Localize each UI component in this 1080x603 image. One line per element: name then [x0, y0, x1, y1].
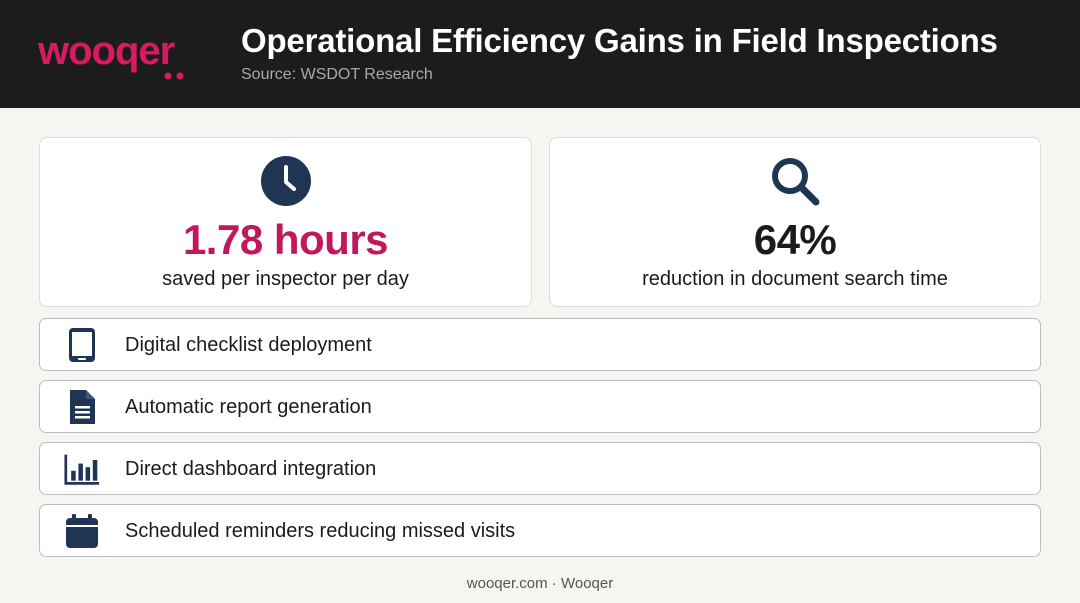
stat-value-hours: 1.78 hours	[182, 216, 389, 263]
tablet-icon	[69, 328, 95, 362]
bar-chart-icon	[64, 454, 100, 485]
header-bar: wooqer Operational Efficiency Gains in F…	[0, 0, 1080, 108]
wooqer-logo: wooqer	[38, 29, 184, 80]
feature-row-checklist: Digital checklist deployment	[39, 318, 1041, 371]
stat-card-search-reduction: 64% reduction in document search time	[549, 137, 1041, 307]
feature-label: Scheduled reminders reducing missed visi…	[125, 520, 516, 542]
feature-row-reminders: Scheduled reminders reducing missed visi…	[39, 504, 1041, 557]
magnifier-icon	[772, 158, 820, 206]
feature-row-report: Automatic report generation	[39, 380, 1041, 433]
document-icon	[70, 390, 95, 424]
feature-row-dashboard: Direct dashboard integration	[39, 442, 1041, 495]
logo-wordmark: wooqer	[38, 29, 175, 73]
page-title: Operational Efficiency Gains in Field In…	[241, 22, 998, 59]
stat-label-percent: reduction in document search time	[642, 268, 948, 290]
feature-label: Direct dashboard integration	[125, 458, 377, 480]
feature-label: Digital checklist deployment	[125, 334, 372, 356]
footer-credit: wooqer.com · Wooqer	[466, 575, 614, 592]
clock-icon	[260, 156, 311, 206]
calendar-icon	[66, 514, 98, 548]
stat-label-hours: saved per inspector per day	[162, 268, 409, 290]
page-subtitle: Source: WSDOT Research	[241, 66, 433, 83]
stat-card-hours-saved: 1.78 hours saved per inspector per day	[39, 137, 532, 307]
feature-label: Automatic report generation	[125, 396, 372, 418]
stat-value-percent: 64%	[753, 216, 837, 263]
